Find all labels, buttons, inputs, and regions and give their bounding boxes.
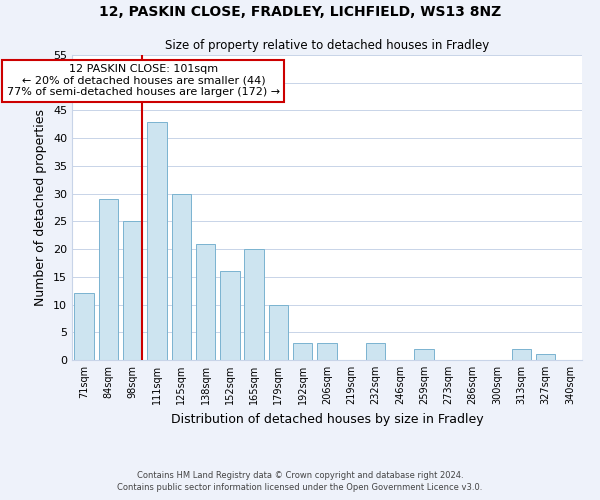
Bar bbox=[172, 194, 191, 360]
Bar bbox=[512, 349, 531, 360]
Bar bbox=[269, 304, 288, 360]
Text: Contains HM Land Registry data © Crown copyright and database right 2024.
Contai: Contains HM Land Registry data © Crown c… bbox=[118, 471, 482, 492]
Bar bbox=[244, 249, 264, 360]
Y-axis label: Number of detached properties: Number of detached properties bbox=[34, 109, 47, 306]
Title: Size of property relative to detached houses in Fradley: Size of property relative to detached ho… bbox=[165, 40, 489, 52]
Bar bbox=[220, 272, 239, 360]
Bar bbox=[366, 344, 385, 360]
Bar bbox=[536, 354, 555, 360]
X-axis label: Distribution of detached houses by size in Fradley: Distribution of detached houses by size … bbox=[170, 412, 484, 426]
Bar bbox=[196, 244, 215, 360]
Text: 12, PASKIN CLOSE, FRADLEY, LICHFIELD, WS13 8NZ: 12, PASKIN CLOSE, FRADLEY, LICHFIELD, WS… bbox=[99, 5, 501, 19]
Bar bbox=[147, 122, 167, 360]
Bar bbox=[293, 344, 313, 360]
Text: 12 PASKIN CLOSE: 101sqm
← 20% of detached houses are smaller (44)
77% of semi-de: 12 PASKIN CLOSE: 101sqm ← 20% of detache… bbox=[7, 64, 280, 98]
Bar bbox=[99, 199, 118, 360]
Bar bbox=[123, 222, 142, 360]
Bar bbox=[317, 344, 337, 360]
Bar bbox=[415, 349, 434, 360]
Bar bbox=[74, 294, 94, 360]
